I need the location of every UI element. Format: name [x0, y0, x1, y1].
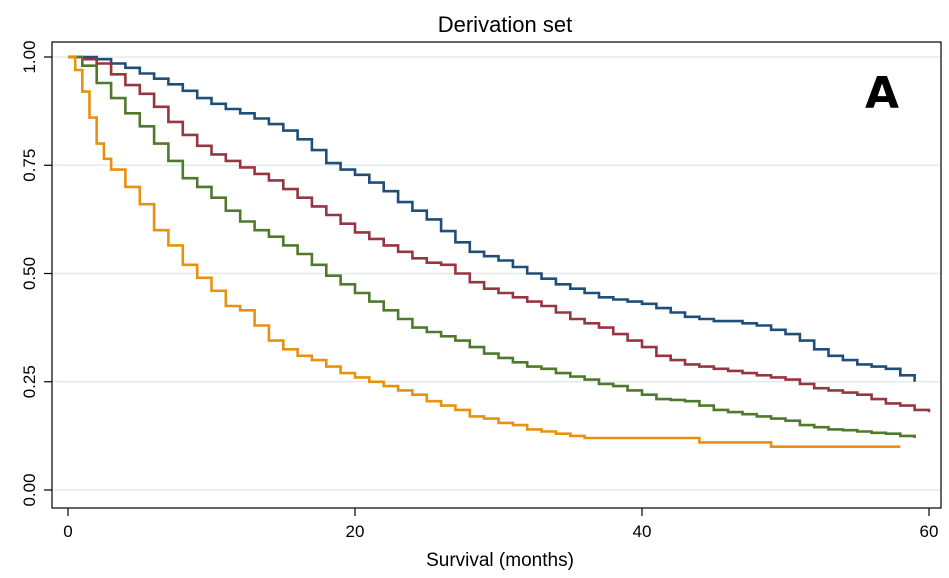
x-tick-label: 60: [920, 522, 939, 541]
x-axis-label: Survival (months): [426, 550, 574, 571]
gridlines: [52, 56, 941, 491]
y-tick-label: 0.50: [20, 257, 39, 290]
chart-title: Derivation set: [438, 12, 573, 37]
series-line-1: [68, 55, 916, 382]
panel-label: A: [865, 68, 899, 119]
axes: 0.00 0.25 0.50 0.75 1.00 0 20 40 60: [20, 40, 938, 541]
y-tick-label: 0.25: [20, 365, 39, 398]
y-tick-label: 0.00: [20, 473, 39, 506]
y-tick-label: 1.00: [20, 40, 39, 73]
plot-frame: [51, 41, 942, 509]
series-layer: [68, 55, 931, 448]
x-tick-label: 40: [633, 522, 652, 541]
series-line-4: [68, 55, 901, 448]
series-line-2: [68, 55, 931, 413]
x-tick-label: 20: [346, 522, 365, 541]
x-tick-label: 0: [63, 522, 72, 541]
series-line-3: [68, 55, 916, 438]
y-tick-label: 0.75: [20, 149, 39, 182]
